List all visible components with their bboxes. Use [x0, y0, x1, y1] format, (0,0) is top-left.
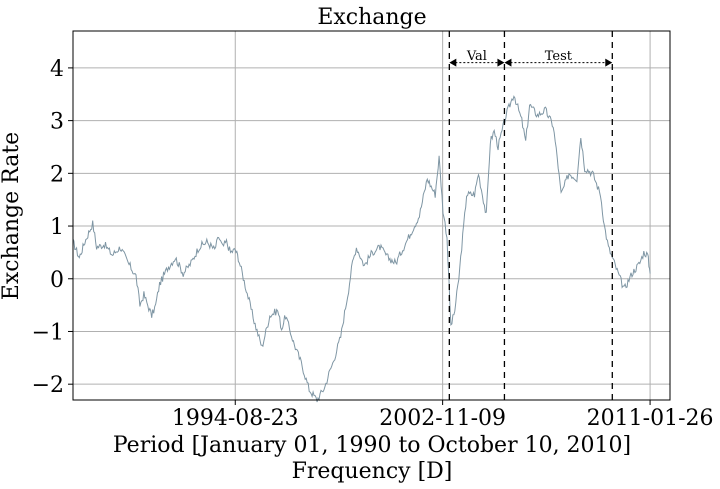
y-tick-label: −2	[32, 373, 64, 398]
y-tick-label: 1	[50, 215, 64, 240]
plot-frame	[72, 30, 671, 401]
y-tick-label: 3	[50, 110, 64, 135]
x-axis-sublabel: Frequency [D]	[292, 459, 453, 484]
grid-lines	[73, 31, 670, 400]
segment-arrowhead-left	[504, 58, 512, 67]
x-tick-label: 1994-08-23	[172, 406, 299, 431]
x-tick-label: 2011-01-26	[587, 406, 714, 431]
segment-label: Test	[545, 49, 573, 64]
y-tick-label: −1	[32, 320, 64, 345]
x-tick-label: 2002-11-09	[379, 406, 506, 431]
y-axis-label: Exchange Rate	[0, 132, 24, 300]
segment-arrowhead-right	[605, 58, 613, 67]
series-line	[72, 95, 651, 403]
y-tick-label: 0	[50, 268, 64, 293]
series-layer	[72, 95, 651, 403]
split-markers: Val Test	[448, 31, 613, 400]
y-tick-label: 4	[50, 57, 64, 82]
segment-arrowhead-left	[449, 58, 457, 67]
y-tick-label: 2	[50, 162, 64, 187]
chart-title: Exchange	[317, 5, 426, 30]
segment-label: Val	[466, 49, 487, 64]
axis-ticks: −2 −1 0 1 2 3 4 1994-08-23 2002-11-09 2011-01-26	[32, 57, 714, 431]
x-axis-label: Period [January 01, 1990 to October 10, …	[113, 433, 631, 458]
segment-arrowhead-right	[497, 58, 505, 67]
